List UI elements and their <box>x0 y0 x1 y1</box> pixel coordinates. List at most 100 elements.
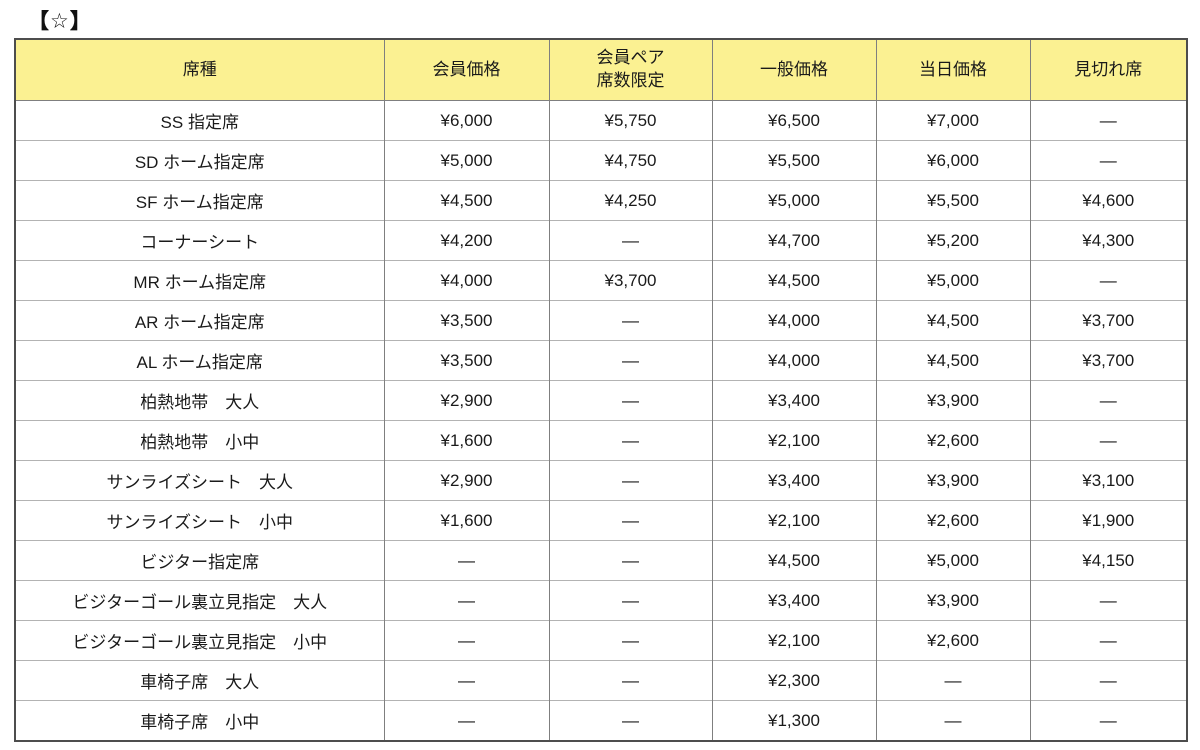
price-cell: ― <box>548 580 712 621</box>
price-cell: ― <box>383 660 549 701</box>
table-row: SD ホーム指定席 ¥5,000 ¥4,750 ¥5,500 ¥6,000 ― <box>15 140 1187 181</box>
price-cell: ― <box>548 220 712 261</box>
price-table: 席種 会員価格 会員ペア 席数限定 一般価格 当日価格 見切れ席 SS 指定席 ¥6,000… <box>14 38 1188 742</box>
price-cell: ― <box>1029 660 1187 701</box>
table-row: 車椅子席 小中 ― ― ¥1,300 ― ― <box>15 700 1187 741</box>
price-cell: ¥1,900 <box>1029 500 1187 541</box>
price-cell: ― <box>875 700 1030 741</box>
price-cell: ― <box>548 660 712 701</box>
seat-type-cell: AR ホーム指定席 <box>15 300 384 341</box>
table-row: AR ホーム指定席 ¥3,500 ― ¥4,000 ¥4,500 ¥3,700 <box>15 300 1187 341</box>
page-title: 【☆】 <box>28 10 92 33</box>
price-cell: ― <box>548 340 712 381</box>
table-row: ビジターゴール裏立見指定 小中 ― ― ¥2,100 ¥2,600 ― <box>15 620 1187 661</box>
price-cell: ¥3,700 <box>548 260 712 301</box>
seat-type-cell: ビジター指定席 <box>15 540 384 581</box>
price-cell: ¥3,100 <box>1029 460 1187 501</box>
price-cell: ¥4,750 <box>548 140 712 181</box>
price-cell: ¥3,400 <box>711 460 876 501</box>
price-cell: ― <box>1029 700 1187 741</box>
column-header: 会員ペア 席数限定 <box>548 39 712 101</box>
price-cell: ― <box>548 460 712 501</box>
price-cell: ¥6,500 <box>711 100 876 141</box>
price-cell: ― <box>548 300 712 341</box>
price-cell: ¥4,700 <box>711 220 876 261</box>
price-cell: ¥4,150 <box>1029 540 1187 581</box>
price-cell: ¥5,500 <box>875 180 1030 221</box>
price-cell: ¥4,600 <box>1029 180 1187 221</box>
price-cell: ¥4,500 <box>875 300 1030 341</box>
table-row: AL ホーム指定席 ¥3,500 ― ¥4,000 ¥4,500 ¥3,700 <box>15 340 1187 381</box>
column-header: 席種 <box>15 39 384 101</box>
price-cell: ¥5,750 <box>548 100 712 141</box>
price-cell: ― <box>1029 100 1187 141</box>
price-cell: ¥4,500 <box>383 180 549 221</box>
table-row: ビジターゴール裏立見指定 大人 ― ― ¥3,400 ¥3,900 ― <box>15 580 1187 621</box>
column-header: 会員価格 <box>383 39 549 101</box>
price-cell: ¥3,500 <box>383 300 549 341</box>
seat-type-cell: ビジターゴール裏立見指定 小中 <box>15 620 384 661</box>
price-cell: ¥4,300 <box>1029 220 1187 261</box>
price-cell: ¥3,400 <box>711 380 876 421</box>
seat-type-cell: SD ホーム指定席 <box>15 140 384 181</box>
price-cell: ¥5,500 <box>711 140 876 181</box>
price-cell: ― <box>1029 140 1187 181</box>
price-cell: ¥2,600 <box>875 500 1030 541</box>
price-cell: ¥4,000 <box>711 340 876 381</box>
price-cell: ¥4,000 <box>383 260 549 301</box>
price-cell: ¥2,100 <box>711 500 876 541</box>
price-cell: ¥5,000 <box>711 180 876 221</box>
price-cell: ¥4,500 <box>711 540 876 581</box>
table-row: コーナーシート ¥4,200 ― ¥4,700 ¥5,200 ¥4,300 <box>15 220 1187 261</box>
table-row: サンライズシート 大人 ¥2,900 ― ¥3,400 ¥3,900 ¥3,100 <box>15 460 1187 501</box>
table-row: 柏熱地帯 大人 ¥2,900 ― ¥3,400 ¥3,900 ― <box>15 380 1187 421</box>
price-cell: ― <box>1029 380 1187 421</box>
price-cell: ¥4,500 <box>875 340 1030 381</box>
price-cell: ¥4,500 <box>711 260 876 301</box>
header-row: 席種 会員価格 会員ペア 席数限定 一般価格 当日価格 見切れ席 <box>15 39 1187 101</box>
price-cell: ― <box>383 540 549 581</box>
table-row: SF ホーム指定席 ¥4,500 ¥4,250 ¥5,000 ¥5,500 ¥4,600 <box>15 180 1187 221</box>
table-row: MR ホーム指定席 ¥4,000 ¥3,700 ¥4,500 ¥5,000 ― <box>15 260 1187 301</box>
price-cell: ¥5,000 <box>383 140 549 181</box>
seat-type-cell: 柏熱地帯 小中 <box>15 420 384 461</box>
price-cell: ― <box>875 660 1030 701</box>
price-cell: ¥2,600 <box>875 620 1030 661</box>
table-row: 柏熱地帯 小中 ¥1,600 ― ¥2,100 ¥2,600 ― <box>15 420 1187 461</box>
price-cell: ― <box>548 500 712 541</box>
seat-type-cell: サンライズシート 小中 <box>15 500 384 541</box>
price-cell: ¥1,300 <box>711 700 876 741</box>
seat-type-cell: AL ホーム指定席 <box>15 340 384 381</box>
seat-type-cell: SS 指定席 <box>15 100 384 141</box>
price-cell: ¥4,250 <box>548 180 712 221</box>
price-cell: ― <box>548 420 712 461</box>
price-cell: ― <box>1029 260 1187 301</box>
price-cell: ― <box>548 540 712 581</box>
seat-type-cell: 柏熱地帯 大人 <box>15 380 384 421</box>
price-cell: ¥3,400 <box>711 580 876 621</box>
price-cell: ¥7,000 <box>875 100 1030 141</box>
price-cell: ¥2,900 <box>383 460 549 501</box>
price-cell: ― <box>548 620 712 661</box>
price-cell: ¥5,000 <box>875 260 1030 301</box>
seat-type-cell: 車椅子席 小中 <box>15 700 384 741</box>
price-cell: ¥1,600 <box>383 420 549 461</box>
price-cell: ¥2,900 <box>383 380 549 421</box>
price-cell: ― <box>548 380 712 421</box>
table-row: SS 指定席 ¥6,000 ¥5,750 ¥6,500 ¥7,000 ― <box>15 100 1187 141</box>
price-cell: ¥3,900 <box>875 580 1030 621</box>
column-header: 見切れ席 <box>1029 39 1187 101</box>
price-cell: ¥2,300 <box>711 660 876 701</box>
price-cell: ¥3,900 <box>875 380 1030 421</box>
price-cell: ¥3,700 <box>1029 340 1187 381</box>
column-header: 当日価格 <box>875 39 1030 101</box>
seat-type-cell: SF ホーム指定席 <box>15 180 384 221</box>
table-body: SS 指定席 ¥6,000 ¥5,750 ¥6,500 ¥7,000 ― SD ホーム指定席… <box>15 100 1187 741</box>
price-cell: ¥5,200 <box>875 220 1030 261</box>
table-row: 車椅子席 大人 ― ― ¥2,300 ― ― <box>15 660 1187 701</box>
seat-type-cell: 車椅子席 大人 <box>15 660 384 701</box>
price-cell: ¥3,500 <box>383 340 549 381</box>
price-cell: ¥2,100 <box>711 620 876 661</box>
seat-type-cell: コーナーシート <box>15 220 384 261</box>
